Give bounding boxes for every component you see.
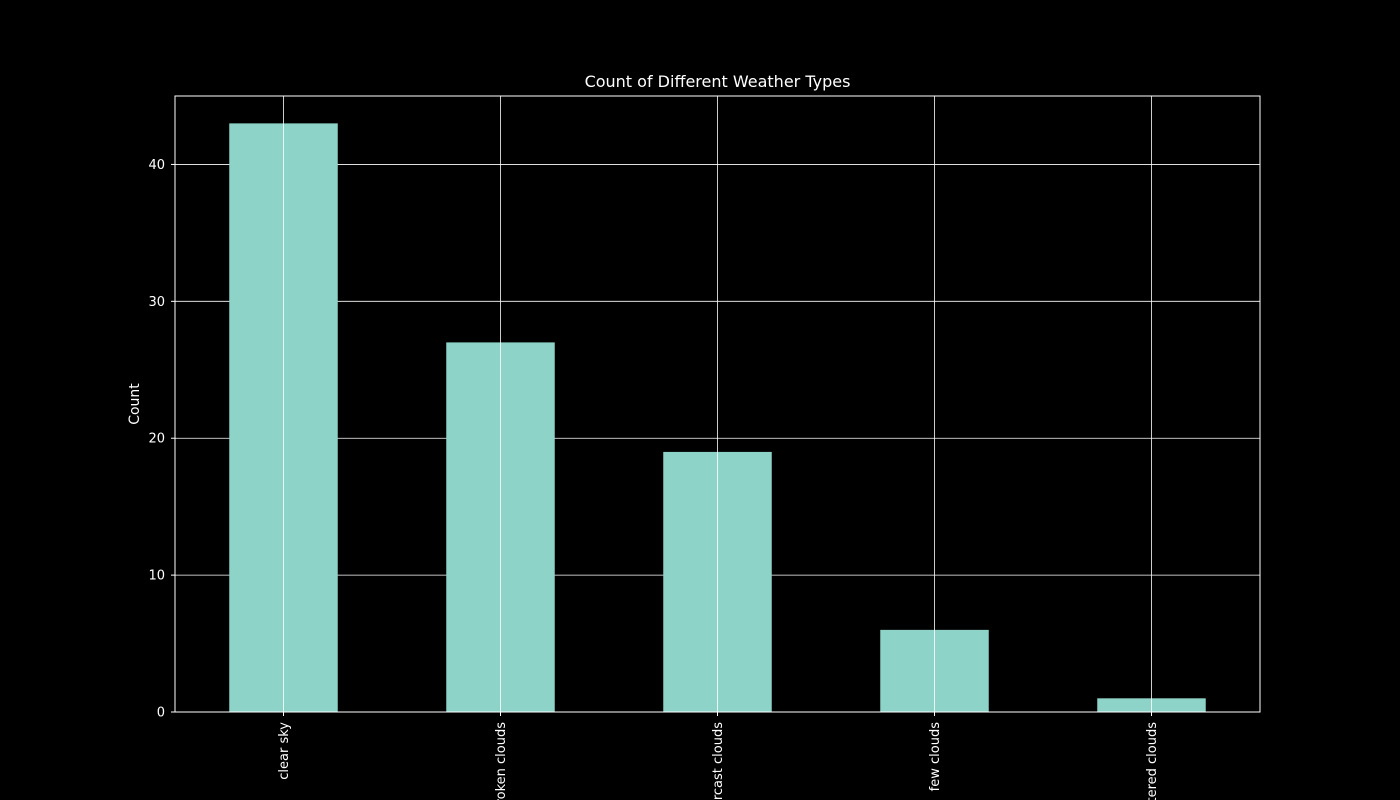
y-tick-label: 10 [148, 569, 165, 584]
x-tick-label: few clouds [928, 722, 943, 792]
x-tick-label: scattered clouds [1145, 722, 1160, 800]
x-tick-label: overcast clouds [711, 722, 726, 800]
y-axis-label: Count [127, 383, 143, 425]
x-tick-label: broken clouds [494, 722, 509, 800]
x-tick-label: clear sky [277, 722, 292, 780]
chart-title: Count of Different Weather Types [585, 72, 851, 91]
y-tick-label: 20 [148, 432, 165, 447]
tick-layer: 0 10 20 30 40 clear sky broken clouds overcast … [148, 158, 1160, 800]
vertical-grid-layer [283, 96, 1152, 712]
y-tick-label: 30 [148, 295, 165, 310]
y-tick-label: 0 [157, 706, 165, 721]
y-tick-label: 40 [148, 158, 165, 173]
